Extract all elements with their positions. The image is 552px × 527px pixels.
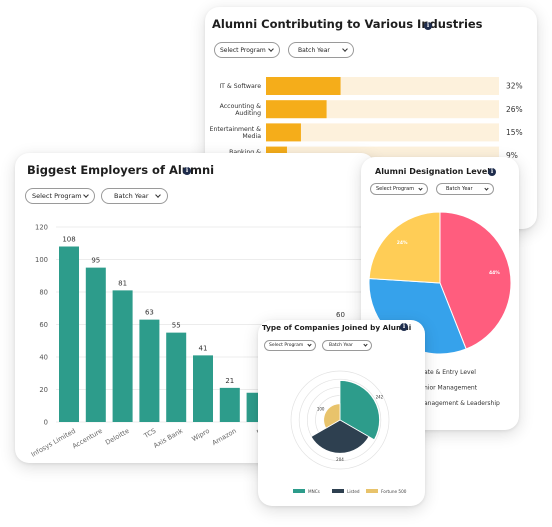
employer-stray-label: 60 — [336, 311, 345, 319]
designation-year-select[interactable]: Batch Year — [436, 183, 494, 195]
industries-program-select[interactable]: Select Program — [214, 42, 280, 58]
employer-tick-label: Accenture — [71, 427, 104, 451]
industry-category-label: Accounting & — [220, 103, 262, 110]
employer-bar — [166, 332, 187, 422]
employers-program-select[interactable]: Select Program — [25, 188, 95, 204]
industry-bar — [266, 77, 341, 95]
y-tick-label: 40 — [39, 354, 48, 362]
companies-year-select[interactable]: Batch Year — [322, 340, 372, 351]
company-legend-label: MNCs — [308, 489, 320, 494]
industries-year-label: Batch Year — [298, 46, 330, 54]
company-legend-swatch — [293, 489, 305, 493]
companies-program-label: Select Program — [269, 343, 304, 348]
company-legend-label: Listed — [347, 489, 360, 494]
designation-legend-label: ate & Entry Level — [424, 369, 476, 376]
industry-value-label: 26% — [506, 105, 523, 114]
polar-grid-ring — [290, 370, 390, 470]
employers-program-label: Select Program — [32, 192, 82, 200]
designation-year-label: Batch Year — [446, 186, 473, 192]
employer-bar — [219, 387, 240, 422]
industry-category-label: Auditing — [235, 110, 261, 117]
industry-category-label: IT & Software — [219, 83, 261, 90]
industries-info-icon[interactable]: i — [424, 22, 432, 30]
companies-title: Type of Companies Joined by Alumni — [262, 323, 412, 332]
company-value-label: 100 — [317, 406, 325, 411]
industry-category-label: Entertainment & — [210, 126, 262, 133]
industries-year-select[interactable]: Batch Year — [288, 42, 354, 58]
designation-legend-label: nior Management — [424, 385, 478, 392]
employer-tick-label: Infosys Limited — [30, 427, 77, 459]
y-tick-label: 20 — [39, 386, 48, 394]
employer-bar — [139, 319, 160, 422]
company-polar-segment — [310, 419, 370, 454]
employer-bar — [112, 290, 133, 422]
company-legend-label: Fortune 500 — [381, 489, 407, 494]
companies-program-select[interactable]: Select Program — [264, 340, 316, 351]
company-value-label: 242 — [376, 395, 384, 400]
industry-category-label: Media — [242, 133, 261, 140]
industry-bar-track — [266, 123, 499, 142]
designation-pie-slice — [368, 211, 441, 284]
employer-value-label: 81 — [118, 279, 127, 287]
industry-category-label: Banking & — [229, 149, 261, 156]
employer-value-label: 21 — [225, 377, 234, 385]
employer-value-label: 41 — [199, 344, 208, 352]
y-tick-label: 60 — [39, 321, 48, 329]
employer-bar — [85, 267, 106, 422]
designation-legend-label: anagement & Leadership — [424, 400, 500, 407]
employer-value-label: 55 — [172, 322, 181, 330]
industries-title: Alumni Contributing to Various Industrie… — [212, 17, 483, 31]
employer-value-label: 108 — [62, 236, 75, 244]
industry-value-label: 9% — [506, 151, 518, 160]
y-tick-label: 80 — [39, 289, 48, 297]
industries-program-label: Select Program — [220, 46, 266, 54]
employer-tick-label: Axis Bank — [152, 427, 184, 450]
company-value-label: 204 — [336, 457, 344, 462]
employer-tick-label: Deloitte — [104, 427, 131, 447]
industry-value-label: 32% — [506, 82, 523, 91]
company-polar-segment — [339, 380, 380, 441]
company-polar-segment — [323, 403, 341, 429]
employer-tick-label: TCS — [142, 427, 158, 441]
designation-slice-label: 44% — [489, 270, 500, 276]
designation-program-label: Select Program — [376, 186, 415, 192]
employer-value-label: 95 — [91, 257, 100, 265]
designation-slice-label: 24% — [397, 240, 408, 246]
companies-polar-chart: 242 204 100 MNCs Listed Fortune 500 — [290, 370, 407, 494]
industry-bar — [266, 100, 327, 119]
employer-tick-label: Wipro — [191, 427, 211, 443]
designation-pie-slice — [439, 211, 512, 350]
employer-tick-label: Amazon — [211, 427, 238, 447]
y-tick-label: 100 — [35, 256, 48, 264]
designation-program-select[interactable]: Select Program — [370, 183, 428, 195]
industry-value-label: 15% — [506, 128, 523, 137]
employer-bar — [193, 355, 213, 422]
employers-year-select[interactable]: Batch Year — [101, 188, 168, 204]
y-tick-label: 120 — [35, 224, 48, 232]
company-legend-swatch — [366, 489, 378, 493]
companies-card: Type of Companies Joined by Alumni i Sel… — [258, 320, 425, 506]
employers-bar-chart: 0 20 40 60 80 100 120 108 Infosys Limited 95 Accen… — [30, 224, 373, 459]
polar-grid-ring — [298, 378, 382, 462]
y-tick-label: 0 — [44, 419, 48, 427]
company-legend-swatch — [332, 489, 344, 493]
employers-info-icon[interactable]: i — [183, 167, 191, 175]
employer-bar — [59, 246, 79, 422]
companies-info-icon[interactable]: i — [400, 323, 408, 331]
companies-year-label: Batch Year — [329, 343, 353, 348]
employers-year-label: Batch Year — [114, 192, 149, 200]
industry-bar — [266, 123, 301, 142]
designation-title: Alumni Designation Levels — [375, 167, 495, 176]
employers-title: Biggest Employers of Alumni — [27, 163, 215, 177]
designation-info-icon[interactable]: i — [488, 168, 496, 176]
employer-value-label: 63 — [145, 309, 154, 317]
